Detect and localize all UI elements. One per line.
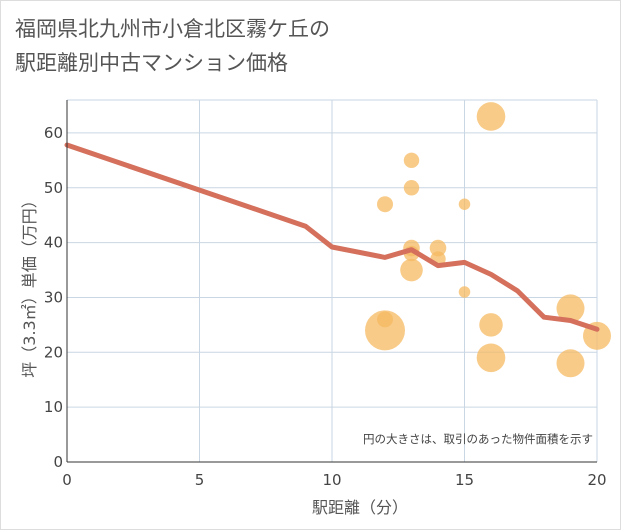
y-tick-label: 10 [44, 398, 63, 416]
axes [66, 100, 597, 463]
grid [67, 99, 598, 462]
y-axis-label: 坪（3.3㎡）単価（万円） [20, 192, 39, 377]
data-point [403, 180, 420, 196]
chart-title: 福岡県北九州市小倉北区霧ケ丘の 駅距離別中古マンション価格 [15, 17, 330, 75]
scatter-series [365, 102, 611, 378]
y-tick-label: 20 [44, 343, 63, 361]
data-point [458, 198, 471, 210]
data-point [365, 310, 405, 351]
data-point [556, 294, 585, 323]
data-point [476, 102, 506, 131]
data-point [479, 313, 503, 337]
y-tick-labels: 0 10 20 30 40 50 60 [44, 124, 63, 471]
x-axis-label: 駅距離（分） [312, 498, 408, 517]
data-point [458, 286, 471, 298]
data-point [377, 196, 393, 213]
size-note: 円の大きさは、取引のあった物件面積を示す [363, 432, 593, 446]
x-tick-label: 15 [455, 471, 474, 489]
data-point [400, 258, 423, 282]
x-tick-label: 0 [62, 471, 72, 489]
data-point [556, 349, 585, 378]
data-point [476, 343, 506, 373]
x-tick-labels: 0 5 10 15 20 [62, 471, 606, 489]
data-point [429, 239, 447, 257]
y-tick-label: 60 [44, 124, 63, 142]
trend-line [64, 142, 600, 332]
y-tick-label: 0 [53, 453, 63, 471]
y-tick-label: 30 [44, 288, 63, 306]
x-tick-label: 10 [322, 471, 341, 489]
y-tick-label: 50 [44, 179, 63, 197]
x-tick-label: 5 [195, 471, 205, 489]
x-tick-label: 20 [587, 471, 606, 489]
data-point [403, 152, 420, 169]
y-tick-label: 40 [44, 234, 63, 252]
